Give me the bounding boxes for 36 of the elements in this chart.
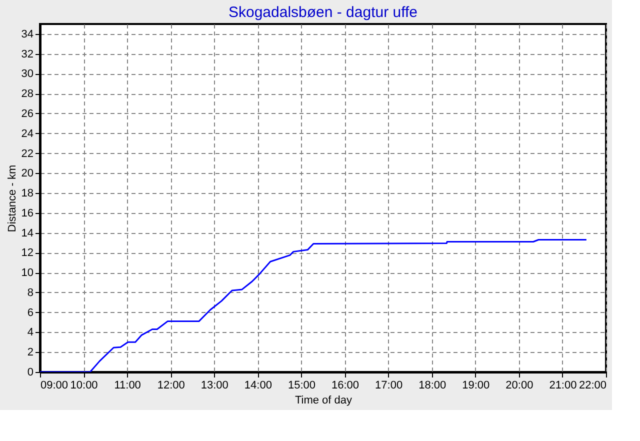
x-tick-label: 19:00 [462, 380, 490, 392]
y-tick-label: 2 [27, 346, 34, 359]
y-tick-label: 30 [21, 68, 34, 80]
x-tick-label: 12:00 [157, 380, 185, 392]
line-series [40, 239, 588, 372]
x-tick-label: 09:00 [40, 380, 68, 392]
y-tick-label: 24 [21, 128, 34, 140]
y-tick-label: 0 [27, 366, 34, 378]
x-tick-label: 21:00 [549, 380, 577, 392]
x-tick-label: 16:00 [332, 380, 360, 392]
x-tick-label: 10:00 [70, 380, 98, 392]
y-tick-label: 14 [21, 227, 34, 240]
y-tick-label: 34 [21, 28, 34, 40]
y-tick-label: 22 [21, 148, 34, 160]
chart-title: Skogadalsbøen - dagtur uffe [228, 4, 418, 21]
y-tick-label: 8 [27, 286, 34, 299]
x-tick-label: 18:00 [418, 380, 446, 392]
x-tick-label: 11:00 [114, 380, 141, 392]
y-tick-label: 20 [21, 168, 34, 180]
y-tick-label: 16 [21, 207, 34, 220]
x-tick-label: 17:00 [375, 380, 403, 392]
x-tick-label: 20:00 [506, 380, 534, 392]
x-tick-label: 15:00 [288, 380, 316, 392]
y-tick-label: 32 [21, 48, 34, 60]
y-tick-label: 28 [21, 88, 34, 100]
y-tick-label: 10 [21, 267, 34, 280]
x-tick-label: 14:00 [244, 380, 272, 392]
y-tick-label: 12 [21, 247, 34, 260]
y-tick-label: 26 [21, 108, 34, 120]
x-tick-label: 13:00 [200, 380, 228, 392]
y-tick-label: 18 [21, 188, 34, 200]
y-tick-label: 4 [27, 326, 34, 339]
x-axis-title: Time of day [294, 394, 353, 406]
x-tick-label: 22:00 [578, 380, 606, 392]
y-axis-title: Distance - km [6, 164, 18, 232]
y-tick-label: 6 [27, 306, 34, 319]
